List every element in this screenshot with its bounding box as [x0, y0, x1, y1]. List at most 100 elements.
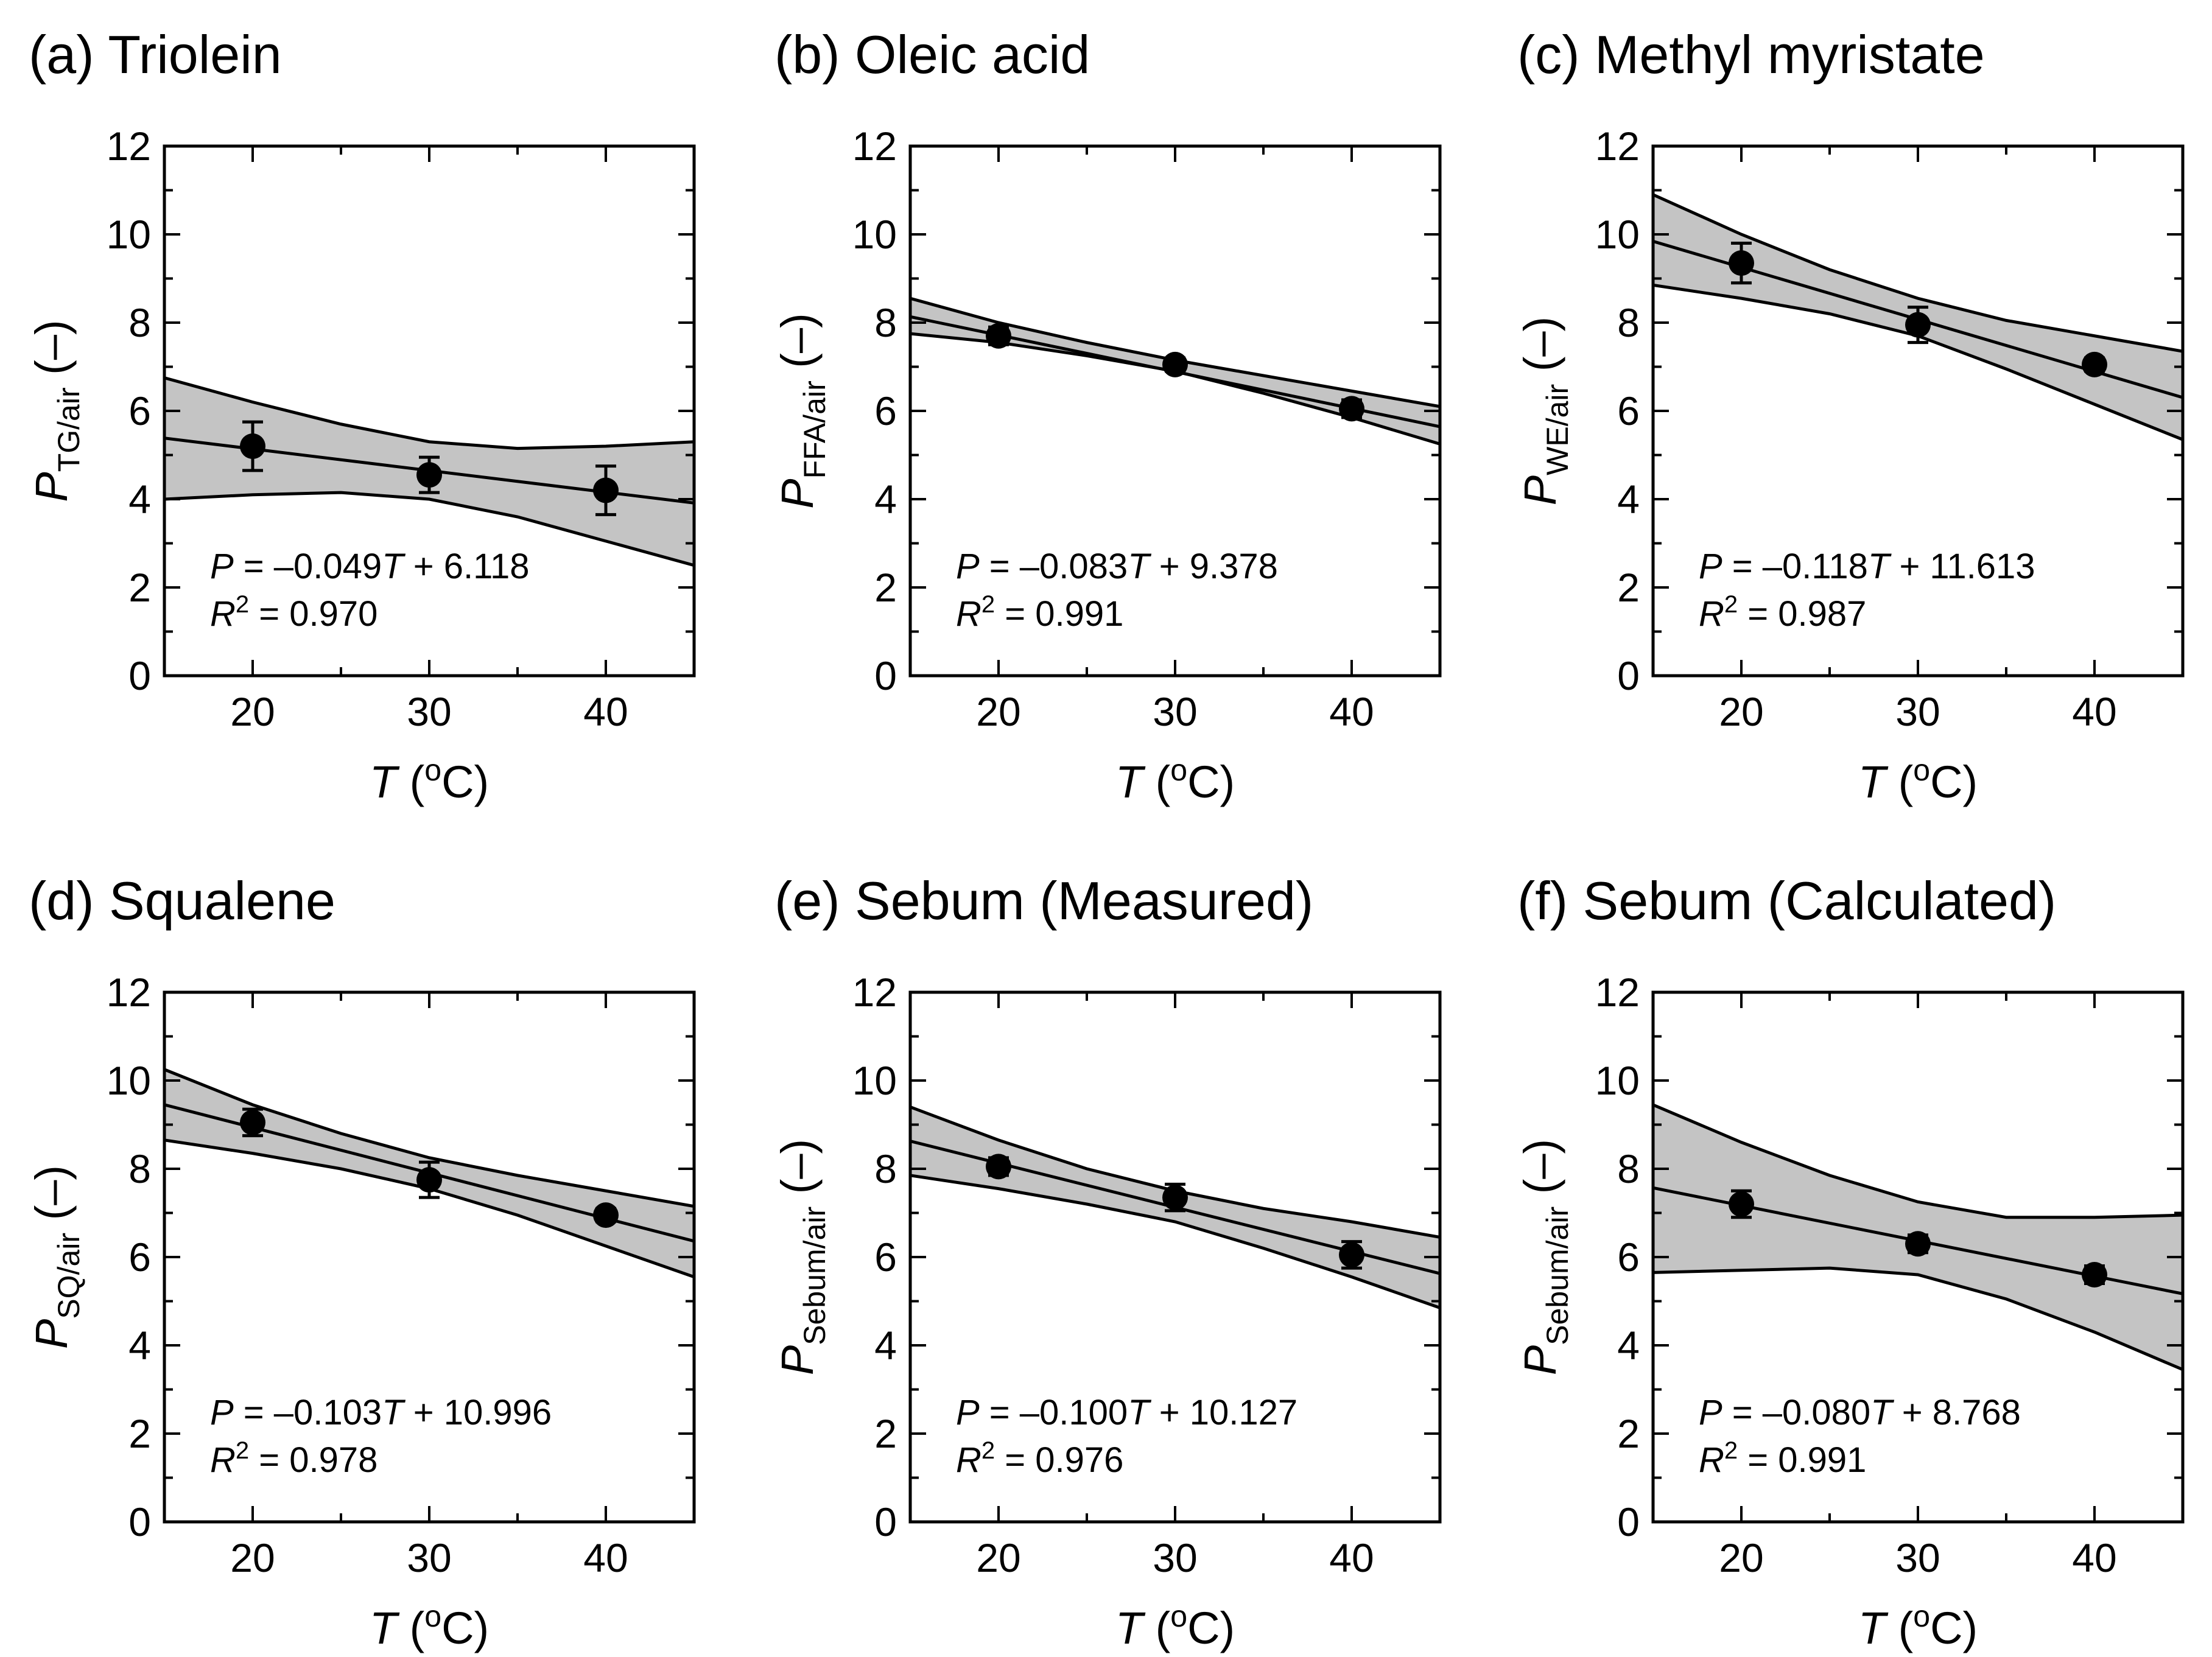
data-marker — [986, 1154, 1011, 1180]
r-squared: R2 = 0.987 — [1699, 591, 1866, 634]
data-point — [593, 464, 619, 516]
x-tick-label: 20 — [230, 689, 275, 734]
y-axis-label: PSQ/air (–) — [26, 1165, 86, 1349]
y-tick-label: 6 — [128, 388, 151, 433]
data-point — [593, 1202, 619, 1228]
panel-title: (f) Sebum (Calculated) — [1517, 871, 2056, 931]
data-point — [986, 1154, 1011, 1180]
x-tick-label: 20 — [230, 1535, 275, 1580]
data-point — [416, 1160, 442, 1199]
y-tick-label: 8 — [128, 300, 151, 345]
data-point — [1905, 306, 1931, 345]
data-marker — [1905, 312, 1931, 338]
data-marker — [1729, 250, 1754, 276]
y-tick-label: 6 — [1617, 1235, 1640, 1280]
y-tick-label: 4 — [1617, 477, 1640, 522]
r-squared: R2 = 0.970 — [210, 591, 377, 634]
x-tick-label: 40 — [583, 1535, 628, 1580]
y-tick-label: 2 — [1617, 1411, 1640, 1456]
y-tick-label: 12 — [1595, 124, 1640, 169]
x-tick-label: 30 — [1153, 689, 1197, 734]
y-tick-label: 4 — [874, 477, 897, 522]
y-tick-label: 10 — [107, 212, 151, 257]
x-tick-label: 30 — [407, 689, 451, 734]
panel-title: (b) Oleic acid — [774, 24, 1090, 85]
x-tick-label: 40 — [1329, 1535, 1374, 1580]
x-tick-label: 30 — [1895, 689, 1940, 734]
r-squared: R2 = 0.978 — [210, 1437, 377, 1480]
data-marker — [1162, 351, 1188, 377]
data-point — [986, 323, 1011, 349]
data-marker — [2082, 1262, 2107, 1287]
y-tick-label: 2 — [128, 565, 151, 610]
data-point — [240, 1107, 265, 1138]
y-tick-label: 10 — [1595, 1058, 1640, 1103]
x-tick-label: 20 — [1719, 689, 1763, 734]
y-tick-label: 10 — [852, 1058, 897, 1103]
data-marker — [1162, 1185, 1188, 1211]
fit-equation: P = –0.118T + 11.613 — [1699, 547, 2035, 586]
x-axis-label: T (oC) — [1858, 753, 1978, 807]
x-tick-label: 40 — [2072, 1535, 2116, 1580]
x-axis-label: T (oC) — [370, 753, 489, 807]
y-tick-label: 2 — [874, 1411, 897, 1456]
r-squared: R2 = 0.976 — [956, 1437, 1123, 1480]
data-marker — [1339, 396, 1364, 422]
fit-equation: P = –0.080T + 8.768 — [1699, 1393, 2021, 1432]
data-point — [1729, 1189, 1754, 1219]
x-tick-label: 30 — [407, 1535, 451, 1580]
y-axis-label: PWE/air (–) — [1515, 317, 1575, 505]
x-tick-label: 40 — [2072, 689, 2116, 734]
y-tick-label: 0 — [1617, 1499, 1640, 1544]
band-upper-line — [1653, 1103, 2183, 1219]
r-squared: R2 = 0.991 — [956, 591, 1123, 634]
panel-title: (a) Triolein — [29, 24, 282, 85]
x-tick-label: 40 — [583, 689, 628, 734]
y-tick-label: 8 — [1617, 300, 1640, 345]
data-marker — [2082, 351, 2107, 377]
y-tick-label: 2 — [874, 565, 897, 610]
band-upper-line — [164, 376, 694, 450]
data-marker — [416, 462, 442, 488]
panel-2: 0 2 4 6 8 10 12 20 30 40 (b) Oleic acid P = –0.083T… — [772, 24, 1442, 807]
y-tick-label: 10 — [1595, 212, 1640, 257]
x-tick-label: 20 — [1719, 1535, 1763, 1580]
y-tick-label: 6 — [128, 1235, 151, 1280]
y-tick-label: 0 — [128, 653, 151, 698]
y-tick-label: 6 — [874, 388, 897, 433]
fit-equation: P = –0.100T + 10.127 — [956, 1393, 1297, 1432]
y-tick-label: 12 — [1595, 970, 1640, 1015]
y-axis-label: PSebum/air (–) — [1515, 1139, 1575, 1375]
data-point — [1339, 1240, 1364, 1270]
y-axis-label: PTG/air (–) — [26, 320, 86, 502]
y-tick-label: 4 — [1617, 1323, 1640, 1368]
data-marker — [1905, 1231, 1931, 1257]
data-point — [1162, 1182, 1188, 1213]
x-tick-label: 20 — [976, 689, 1020, 734]
y-tick-label: 2 — [128, 1411, 151, 1456]
panel-6: 0 2 4 6 8 10 12 20 30 40 (f) Sebum (Calculated) P =… — [1515, 871, 2185, 1653]
y-tick-label: 2 — [1617, 565, 1640, 610]
y-tick-label: 4 — [128, 1323, 151, 1368]
band-upper-line — [1653, 193, 2183, 353]
data-point — [1162, 351, 1188, 377]
panel-title: (d) Squalene — [29, 871, 335, 931]
band-lower-line — [1653, 1266, 2183, 1371]
y-tick-label: 8 — [874, 300, 897, 345]
panel-title: (c) Methyl myristate — [1517, 24, 1985, 85]
y-tick-label: 0 — [1617, 653, 1640, 698]
x-axis-label: T (oC) — [1115, 1599, 1235, 1653]
x-tick-label: 20 — [976, 1535, 1020, 1580]
y-tick-label: 0 — [874, 1499, 897, 1544]
y-tick-label: 12 — [852, 124, 897, 169]
x-tick-label: 30 — [1895, 1535, 1940, 1580]
data-marker — [240, 433, 265, 459]
y-tick-label: 10 — [852, 212, 897, 257]
panel-title: (e) Sebum (Measured) — [774, 871, 1313, 931]
y-tick-label: 4 — [128, 477, 151, 522]
x-axis-label: T (oC) — [1115, 753, 1235, 807]
data-marker — [593, 1202, 619, 1228]
y-tick-label: 6 — [1617, 388, 1640, 433]
r-squared: R2 = 0.991 — [1699, 1437, 1866, 1480]
